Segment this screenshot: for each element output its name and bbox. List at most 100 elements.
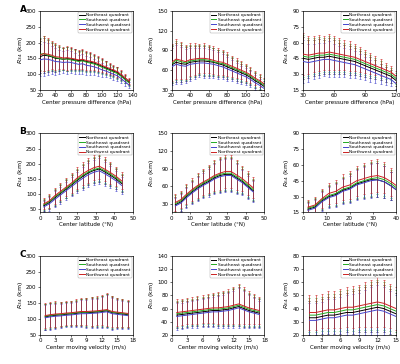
Southwest quadrant <box>394 82 398 86</box>
Southwest quadrant <box>228 173 233 178</box>
Southwest quadrant <box>68 60 73 65</box>
Southeast quadrant <box>332 53 336 58</box>
Northwest quadrant <box>174 57 179 61</box>
Southeast quadrant <box>271 90 276 95</box>
Southeast quadrant <box>41 203 46 207</box>
Northeast quadrant <box>363 308 368 312</box>
Northeast quadrant <box>326 194 331 199</box>
Southeast quadrant <box>220 62 225 66</box>
Northeast quadrant <box>120 312 125 316</box>
Northwest quadrant <box>74 310 78 314</box>
Northwest quadrant <box>381 301 386 305</box>
Southeast quadrant <box>363 305 368 309</box>
Northeast quadrant <box>368 66 373 70</box>
Y-axis label: $R_{64}$ (km): $R_{64}$ (km) <box>282 36 292 64</box>
Southeast quadrant <box>320 198 324 202</box>
Northwest quadrant <box>197 56 202 60</box>
Northeast quadrant <box>183 62 188 67</box>
Northwest quadrant <box>91 166 96 170</box>
Southeast quadrant <box>266 86 271 91</box>
Legend: Northeast quadrant, Southeast quadrant, Southwest quadrant, Northwest quadrant: Northeast quadrant, Southeast quadrant, … <box>342 12 395 33</box>
Northeast quadrant <box>216 62 220 66</box>
Line: Northwest quadrant: Northwest quadrant <box>308 175 400 207</box>
Southeast quadrant <box>245 183 250 187</box>
Northwest quadrant <box>363 302 368 307</box>
Southwest quadrant <box>84 63 89 67</box>
Southeast quadrant <box>111 70 116 74</box>
Northwest quadrant <box>333 189 338 194</box>
Southwest quadrant <box>65 60 70 64</box>
Southwest quadrant <box>115 312 120 317</box>
Northeast quadrant <box>332 313 336 317</box>
Southeast quadrant <box>221 306 226 311</box>
Southwest quadrant <box>211 62 216 67</box>
Northwest quadrant <box>382 175 387 180</box>
Northeast quadrant <box>246 308 251 313</box>
Northeast quadrant <box>320 314 324 318</box>
Northwest quadrant <box>218 171 222 175</box>
Northeast quadrant <box>389 184 394 188</box>
Northeast quadrant <box>352 59 357 64</box>
Northeast quadrant <box>220 63 225 67</box>
Line: Northeast quadrant: Northeast quadrant <box>308 180 400 209</box>
Southwest quadrant <box>75 180 80 185</box>
Southeast quadrant <box>239 69 244 74</box>
Southwest quadrant <box>206 181 211 185</box>
Northwest quadrant <box>306 205 310 209</box>
Northeast quadrant <box>126 80 131 84</box>
Southeast quadrant <box>311 54 316 58</box>
Northeast quadrant <box>271 92 276 96</box>
Northwest quadrant <box>94 309 99 313</box>
Northeast quadrant <box>75 178 80 183</box>
Southwest quadrant <box>197 61 202 65</box>
Northwest quadrant <box>178 197 183 202</box>
Southeast quadrant <box>178 59 183 64</box>
Northwest quadrant <box>216 306 220 310</box>
Southeast quadrant <box>342 55 347 59</box>
Southeast quadrant <box>79 310 84 314</box>
Southeast quadrant <box>58 190 63 195</box>
Southwest quadrant <box>92 65 96 69</box>
Line: Southwest quadrant: Southwest quadrant <box>177 308 259 316</box>
Northeast quadrant <box>57 56 62 61</box>
Southeast quadrant <box>174 312 179 316</box>
Y-axis label: $R_{64}$ (km): $R_{64}$ (km) <box>282 281 292 309</box>
Southwest quadrant <box>180 314 184 318</box>
Northeast quadrant <box>108 173 113 178</box>
Northeast quadrant <box>74 311 78 316</box>
Northeast quadrant <box>86 171 91 175</box>
Southwest quadrant <box>220 65 225 69</box>
Northeast quadrant <box>80 174 85 179</box>
Southeast quadrant <box>326 310 330 314</box>
Southeast quadrant <box>388 72 393 76</box>
Northwest quadrant <box>212 173 217 178</box>
Southwest quadrant <box>257 312 262 317</box>
Northeast quadrant <box>42 53 46 58</box>
Northeast quadrant <box>327 54 332 58</box>
Southwest quadrant <box>326 195 331 200</box>
Northeast quadrant <box>236 304 241 309</box>
Southwest quadrant <box>58 314 63 318</box>
Northeast quadrant <box>257 81 262 86</box>
Southwest quadrant <box>327 57 332 62</box>
Northwest quadrant <box>373 64 378 68</box>
Southeast quadrant <box>223 171 228 175</box>
Northwest quadrant <box>69 181 74 185</box>
Northwest quadrant <box>75 176 80 180</box>
Northeast quadrant <box>79 310 84 315</box>
Southwest quadrant <box>342 60 347 65</box>
Southeast quadrant <box>68 58 73 62</box>
Southeast quadrant <box>200 308 205 313</box>
Southeast quadrant <box>69 182 74 186</box>
Y-axis label: $R_{50}$ (km): $R_{50}$ (km) <box>147 281 156 309</box>
Northwest quadrant <box>64 185 68 189</box>
Southwest quadrant <box>257 83 262 87</box>
Southeast quadrant <box>212 174 217 179</box>
Northwest quadrant <box>361 177 366 181</box>
Northeast quadrant <box>48 314 53 318</box>
Northeast quadrant <box>332 55 336 59</box>
X-axis label: Center latitude (°N): Center latitude (°N) <box>59 222 114 227</box>
Southwest quadrant <box>333 193 338 198</box>
Southeast quadrant <box>253 77 258 82</box>
Southwest quadrant <box>276 98 281 102</box>
